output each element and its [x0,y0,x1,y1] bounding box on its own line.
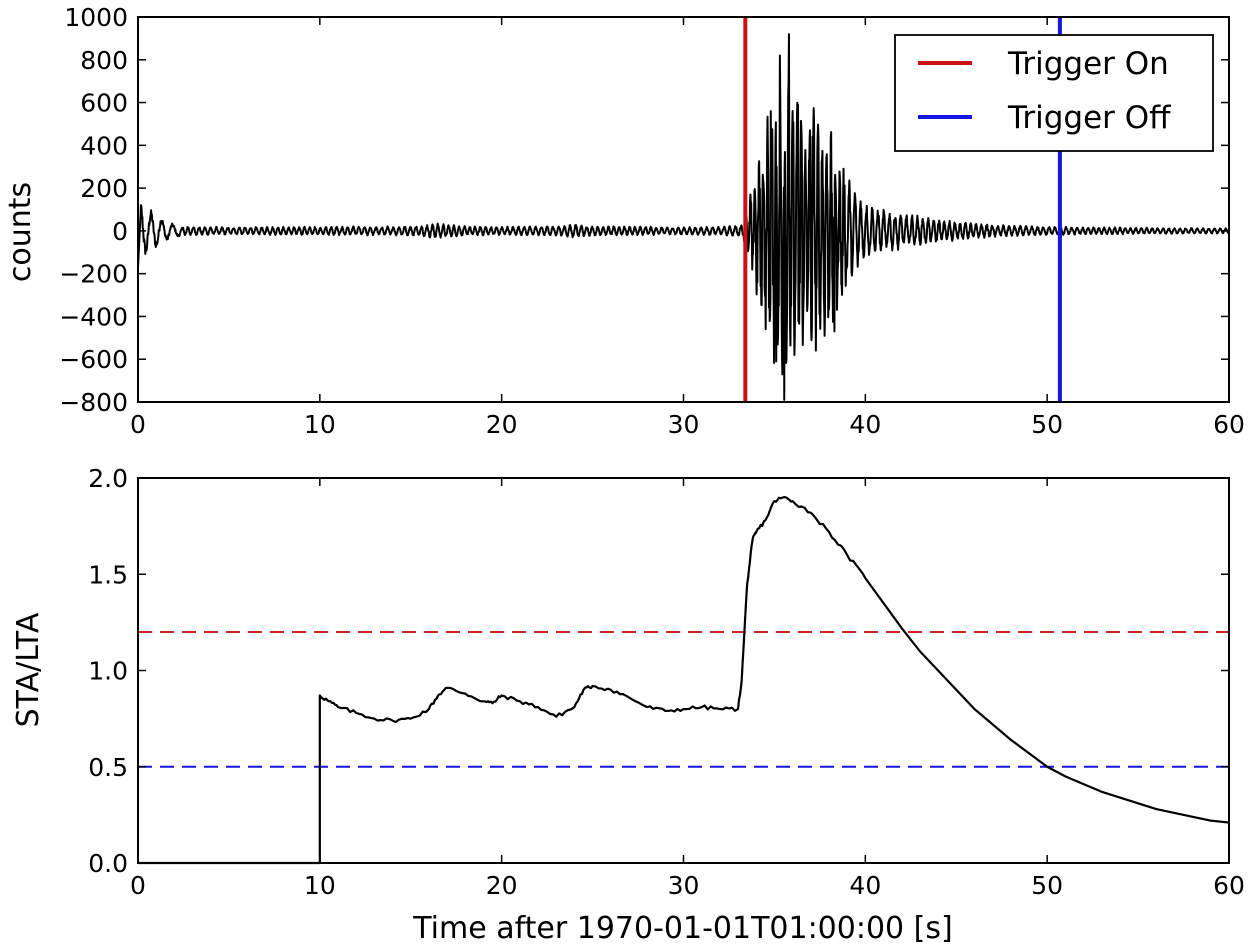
seismogram-waveform-line [137,33,1230,401]
seismogram-panel: −800 −600 −400 −200 0 200 400 600 800 1000 0 10 20 3… [3,3,1245,439]
seismogram-x-tick-label: 30 [668,410,700,439]
seismogram-y-tick-label: −400 [59,302,128,331]
seismogram-x-tick-label: 20 [486,410,518,439]
sta-lta-y-tick-label: 1.0 [88,657,128,686]
seismogram-y-tick-label: 800 [80,46,128,75]
sta-lta-plot-area [138,495,1230,865]
seismogram-y-tick-label: 600 [80,89,128,118]
sta-lta-y-axis-label: STA/LTA [11,612,46,727]
x-axis-label: Time after 1970-01-01T01:00:00 [s] [412,911,952,946]
seismogram-x-tick-label: 10 [304,410,336,439]
seismogram-x-tick-label: 60 [1213,410,1245,439]
sta-lta-x-tick-label: 10 [304,871,336,900]
seismogram-y-tick-label: 400 [80,131,128,160]
sta-lta-x-tick-label: 0 [130,871,146,900]
legend-label-trigger-on: Trigger On [1007,46,1169,82]
legend-label-trigger-off: Trigger Off [1007,100,1171,136]
sta-lta-x-tick-label: 20 [486,871,518,900]
seismogram-x-tick-label: 50 [1031,410,1063,439]
sta-lta-curve [138,495,1230,865]
sta-lta-y-tick-label: 0.5 [88,753,128,782]
sta-lta-y-ticks: 0.0 0.5 1.0 1.5 2.0 [88,464,1229,878]
sta-lta-x-ticks: 0 10 20 30 40 50 60 [130,478,1245,900]
seismogram-y-tick-label: −200 [59,260,128,289]
seismogram-y-axis-label: counts [3,182,38,282]
sta-lta-x-tick-label: 30 [668,871,700,900]
sta-lta-y-tick-label: 2.0 [88,464,128,493]
sta-lta-x-tick-label: 60 [1213,871,1245,900]
sta-lta-x-tick-label: 40 [849,871,881,900]
legend: Trigger On Trigger Off [894,34,1214,152]
seismogram-y-tick-label: 0 [112,217,128,246]
seismogram-y-tick-label: 1000 [64,3,128,32]
seismogram-x-ticks: 0 10 20 30 40 50 60 [130,17,1245,439]
seismogram-y-ticks: −800 −600 −400 −200 0 200 400 600 800 1000 [59,3,1229,417]
seismogram-y-tick-label: 200 [80,174,128,203]
seismogram-x-tick-label: 0 [130,410,146,439]
seismogram-y-tick-label: −600 [59,345,128,374]
sta-lta-panel: 0.0 0.5 1.0 1.5 2.0 0 10 20 30 40 50 60 STA/LTA Ti… [11,464,1245,946]
seismogram-x-tick-label: 40 [849,410,881,439]
sta-lta-x-tick-label: 50 [1031,871,1063,900]
sta-lta-y-tick-label: 1.5 [88,560,128,589]
sta-lta-y-tick-label: 0.0 [88,849,128,878]
seismogram-y-tick-label: −800 [59,388,128,417]
legend-frame [894,34,1214,152]
